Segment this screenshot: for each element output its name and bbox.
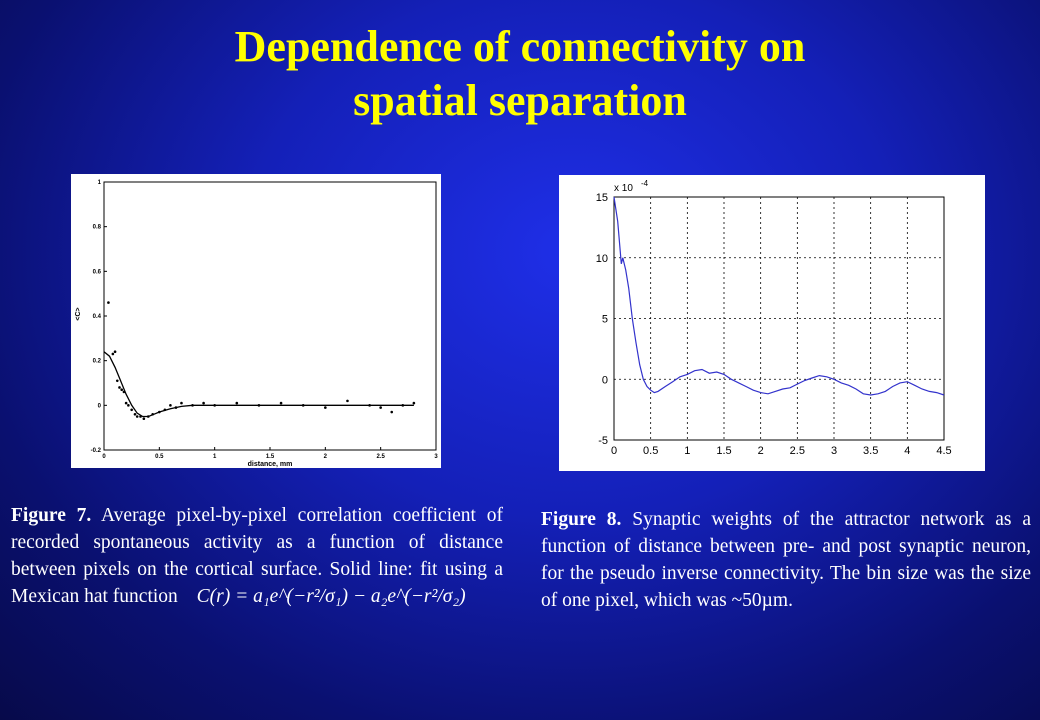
- fig7-ytick-label: 0: [98, 403, 102, 409]
- fig7-xlabel: distance, mm: [248, 461, 293, 468]
- fig8-axes-box: [613, 196, 945, 441]
- figure8-plot: 0 0.5 1 1.5 2 2.5 3 3.5 4 4.5 -5 0 5 10 15 x 10 -4: [559, 175, 985, 471]
- fig7-data-point: [118, 386, 121, 389]
- fig7-xtick-label: 1.5: [266, 454, 275, 460]
- fig7-ytick-label: 0.4: [93, 314, 102, 320]
- fig7-data-point: [127, 404, 130, 407]
- fig7-data-point: [324, 406, 327, 409]
- fig7-data-point: [379, 406, 382, 409]
- fig7-axes-box: [103, 181, 437, 451]
- fig7-data-point: [107, 301, 110, 304]
- fig8-ytick-label: 5: [602, 314, 608, 326]
- fig8-ytick-label: 0: [602, 374, 608, 386]
- mexican-hat-formula: C(r) = a₁e^(−r²/σ₁) − a₂e^(−r²/σ₂): [196, 586, 466, 607]
- fig7-data-point: [368, 404, 371, 407]
- fig7-data-point: [257, 404, 261, 407]
- fig8-series-line: [613, 196, 945, 396]
- fig7-data-point: [213, 404, 216, 407]
- fig8-xtick-label: 3: [831, 445, 837, 457]
- fig7-data-point: [146, 415, 150, 418]
- fig7-data-point: [163, 408, 167, 412]
- fig7-ylabel: <C>: [75, 307, 82, 320]
- figure7-plot: 0 0.5 1 1.5 2 2.5 3 -0.2 0 0.2 0.4 0.6 0.8 1 distance,…: [71, 174, 441, 468]
- fig7-fit-line: [103, 351, 414, 418]
- figure7-label: Figure 7.: [11, 505, 92, 526]
- slide-title-line2: spatial separation: [353, 76, 687, 125]
- fig7-data-point: [120, 388, 124, 391]
- fig8-xtick-label: 2: [758, 445, 764, 457]
- fig7-data-point: [142, 417, 146, 421]
- figure7-caption: Figure 7. Average pixel-by-pixel correla…: [11, 502, 503, 610]
- fig7-data-point: [412, 401, 416, 405]
- fig7-xtick-label: 1: [213, 454, 217, 460]
- fig7-data-point: [139, 415, 142, 418]
- fig7-data-point: [133, 412, 137, 416]
- fig7-ytick-label: 0.6: [93, 269, 102, 275]
- fig7-data-point: [124, 401, 128, 405]
- figure8-caption: Figure 8. Synaptic weights of the attrac…: [541, 506, 1031, 614]
- fig7-data-point: [180, 401, 183, 405]
- fig7-data-point: [346, 399, 349, 403]
- fig8-xtick-label: 2.5: [790, 445, 805, 457]
- fig7-xtick-label: 0.5: [155, 454, 164, 460]
- slide-title-line1: Dependence of connectivity on: [234, 22, 806, 71]
- fig7-data-point: [401, 404, 405, 407]
- fig7-data-point: [235, 401, 239, 405]
- fig7-data-point: [151, 412, 154, 416]
- fig8-xtick-label: 0: [611, 445, 617, 457]
- fig7-data-point: [301, 404, 305, 407]
- fig7-data-point: [130, 408, 133, 412]
- fig8-xtick-label: 1.5: [716, 445, 731, 457]
- fig7-data-point: [135, 415, 139, 418]
- figure7-chart: 0 0.5 1 1.5 2 2.5 3-0.200.20.40.60.81distance,…: [75, 180, 438, 468]
- fig7-xtick-label: 2: [324, 454, 328, 460]
- fig7-ytick-label: 0.2: [93, 359, 102, 365]
- fig7-data-point: [390, 410, 394, 414]
- fig7-data-point: [202, 401, 205, 405]
- fig7-ytick-label: 0.8: [93, 225, 102, 231]
- fig7-data-point: [169, 404, 172, 407]
- fig7-xtick-label: 2.5: [376, 454, 385, 460]
- fig7-ytick-label: -0.2: [91, 448, 102, 454]
- fig7-data-point: [191, 404, 194, 407]
- fig7-data-point: [115, 379, 119, 383]
- fig7-data-point: [174, 406, 178, 409]
- fig8-ytick-label: 15: [596, 192, 608, 204]
- fig7-xtick-label: 0: [102, 454, 106, 460]
- fig8-ytick-label: 10: [596, 253, 608, 265]
- fig7-xtick-label: 3: [434, 454, 438, 460]
- fig7-data-point: [111, 352, 115, 356]
- fig8-xtick-label: 3.5: [863, 445, 878, 457]
- fig7-data-point: [122, 390, 126, 394]
- fig8-axis-multiplier: x 10: [614, 183, 633, 194]
- fig8-xtick-label: 4.5: [936, 445, 951, 457]
- fig8-xtick-label: 1: [684, 445, 690, 457]
- fig8-ytick-label: -5: [598, 435, 608, 447]
- slide-title: Dependence of connectivity on spatial se…: [0, 20, 1040, 128]
- fig8-axis-exponent: -4: [641, 179, 649, 188]
- fig7-data-point: [279, 401, 283, 405]
- figure8-text: Synaptic weights of the attractor networ…: [541, 509, 1031, 611]
- figure8-label: Figure 8.: [541, 509, 622, 530]
- fig7-data-point: [158, 410, 161, 414]
- fig8-xtick-label: 4: [904, 445, 910, 457]
- fig7-ytick-label: 1: [98, 180, 102, 186]
- fig7-data-point: [113, 350, 117, 354]
- figure7-text: Average pixel-by-pixel correlation coeff…: [11, 505, 503, 607]
- fig8-xtick-label: 0.5: [643, 445, 658, 457]
